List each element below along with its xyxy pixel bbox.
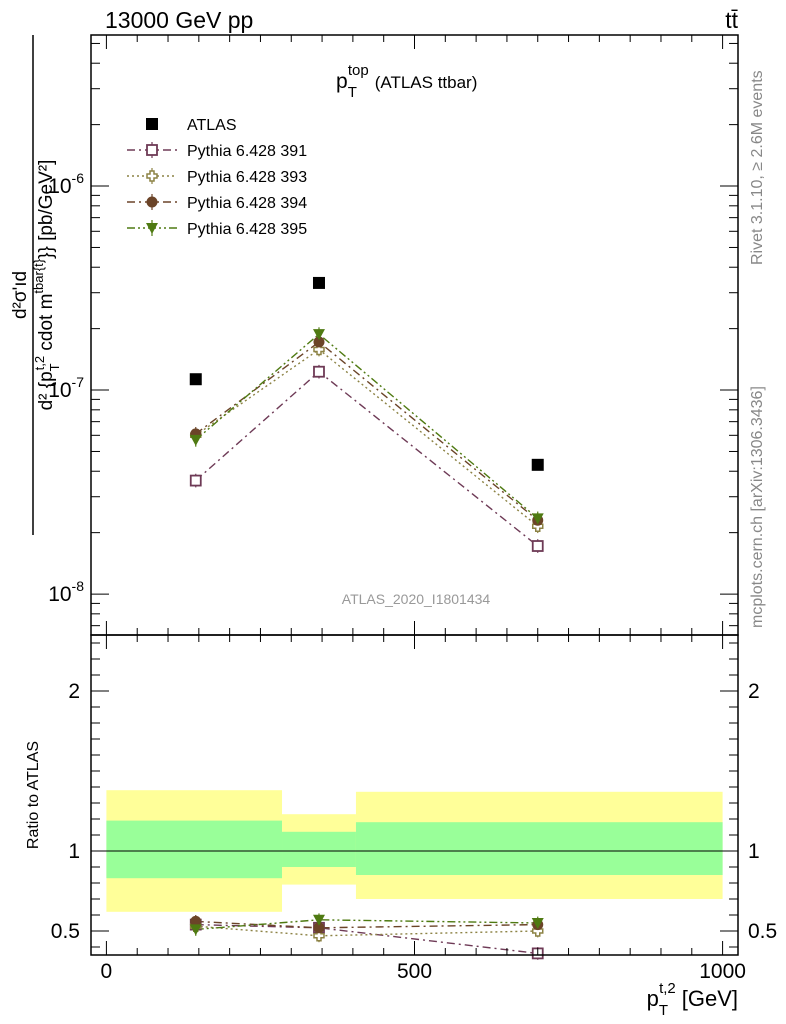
main-axis-ticks [91, 35, 738, 635]
ratio-point-pythia-6-428-395-2 [531, 918, 544, 929]
ratio-point-pythia-6-428-395-1 [312, 914, 325, 926]
main-line-pythia-6-428-395 [195, 333, 539, 519]
x-tick-label: 0 [101, 960, 113, 983]
legend-item-atlas-label: ATLAS [187, 117, 237, 134]
ratio-point-pythia-6-428-393-1 [313, 930, 325, 942]
ratio-line-pythia-6-428-391 [195, 923, 538, 955]
ratio-y-tick-label: 2 [68, 680, 80, 703]
ratio-markers [189, 914, 544, 960]
legend-item-pythia-6-428-395-marker [146, 223, 158, 234]
legend-item-pythia-6-428-395-label: Pythia 6.428 395 [187, 221, 307, 238]
legend-item-pythia-6-428-393: Pythia 6.428 393 [127, 168, 307, 186]
ratio-line-pythia-6-428-395 [195, 919, 538, 931]
main-point-atlas-0 [189, 373, 202, 386]
main-point-pythia-6-428-394-1 [313, 336, 325, 348]
main-title-subscript: T [348, 84, 357, 101]
ratio-y-tick-label: 1 [68, 840, 80, 863]
legend-item-pythia-6-428-394-marker [146, 196, 158, 208]
main-point-pythia-6-428-393-1 [313, 343, 325, 356]
main-y-tick-label: 10-8 [48, 578, 84, 606]
ratio-line-pythia-6-428-394 [195, 920, 538, 929]
legend-item-pythia-6-428-393-marker [146, 170, 158, 182]
main-series-lines [195, 333, 539, 547]
ratio-point-pythia-6-428-395-0 [189, 924, 202, 936]
ratio-line-pythia-6-428-393 [195, 925, 538, 937]
main-point-pythia-6-428-391-0 [189, 474, 202, 487]
ratio-y-tick-label-right: 1 [748, 840, 760, 863]
main-y-tick-labels: 10-6 10-7 10-8 [48, 170, 84, 606]
legend-item-pythia-6-428-391: Pythia 6.428 391 [127, 142, 307, 160]
main-point-atlas-1 [312, 276, 325, 289]
main-line-pythia-6-428-393 [195, 348, 539, 527]
rivet-version-label: Rivet 3.1.10, ≥ 2.6M events [749, 70, 766, 265]
main-y-tick-label: 10-6 [48, 170, 84, 198]
legend-item-pythia-6-428-393-label: Pythia 6.428 393 [187, 169, 307, 186]
ratio-y-tick-label-right: 0.5 [748, 920, 777, 943]
ratio-band-inner-0 [106, 820, 283, 879]
ratio-series-lines [195, 919, 538, 955]
main-error-bars [195, 327, 539, 553]
ratio-y-tick-label: 0.5 [51, 920, 80, 943]
main-title: pTtop (ATLAS ttbar) [336, 62, 477, 101]
legend: ATLAS Pythia 6.428 391 Pythia 6.428 393 Pyt… [127, 117, 307, 238]
main-point-pythia-6-428-391-1 [313, 365, 325, 378]
legend-item-pythia-6-428-391-label: Pythia 6.428 391 [187, 143, 307, 160]
header-energy-label: 13000 GeV pp [105, 7, 253, 33]
x-tick-label: 1000 [699, 960, 746, 983]
main-title-symbol: p [336, 70, 348, 93]
main-y-tick-label: 10-7 [48, 374, 84, 402]
ratio-y-axis-label: Ratio to ATLAS [25, 741, 42, 849]
legend-item-pythia-6-428-394: Pythia 6.428 394 [127, 194, 307, 212]
main-line-pythia-6-428-394 [195, 341, 539, 521]
ratio-y-tick-label-right: 2 [748, 680, 760, 703]
ratio-frame [90, 634, 739, 956]
x-axis-label-superscript: t,2 [659, 980, 676, 997]
legend-item-pythia-6-428-395: Pythia 6.428 395 [127, 220, 307, 238]
x-axis-label: pTt,2 [GeV] [647, 980, 738, 1019]
main-y-axis-label: d²σ'ıd d² {pTt,2 cdot mtbar{t}}} [pb/GeV… [10, 35, 62, 535]
mcplots-label: mcplots.cern.ch [arXiv:1306.3436] [749, 386, 766, 628]
ratio-axis-ticks [91, 635, 738, 955]
legend-item-atlas: ATLAS [146, 117, 237, 134]
ratio-point-pythia-6-428-394-1 [313, 922, 325, 934]
main-markers [189, 276, 544, 552]
main-title-rest: (ATLAS ttbar) [375, 73, 478, 92]
legend-item-pythia-6-428-394-label: Pythia 6.428 394 [187, 195, 307, 212]
main-point-pythia-6-428-395-2 [531, 513, 544, 525]
ratio-band-inner-2 [355, 822, 723, 875]
x-axis-label-subscript: T [659, 1002, 668, 1019]
y-label-numerator: d²σ'ıd [10, 271, 31, 319]
main-point-atlas-2 [531, 458, 544, 471]
ratio-point-pythia-6-428-394-0 [190, 915, 202, 927]
main-point-pythia-6-428-391-2 [531, 540, 544, 552]
main-panel: pTtop (ATLAS ttbar) ATLAS_2020_I1801434 A… [10, 34, 739, 636]
x-tick-label: 500 [397, 960, 432, 983]
x-axis-label-symbol: p [647, 986, 659, 1011]
header-process-label: tt̄ [725, 7, 738, 33]
ratio-tick-labels: 0.5 0.5 1 1 2 2 0 500 1000 [51, 680, 777, 983]
main-point-pythia-6-428-395-1 [312, 329, 325, 341]
legend-item-pythia-6-428-391-marker [146, 144, 158, 156]
analysis-watermark: ATLAS_2020_I1801434 [342, 591, 491, 607]
x-axis-label-unit: [GeV] [682, 986, 738, 1011]
legend-item-atlas-marker [146, 118, 158, 130]
ratio-band-inner-1 [282, 831, 356, 867]
ratio-panel: 0.5 0.5 1 1 2 2 0 500 1000 Ratio to ATLAS pTt,2 [… [25, 634, 777, 1019]
main-point-pythia-6-428-395-0 [189, 434, 202, 446]
main-line-pythia-6-428-391 [195, 370, 539, 547]
main-title-superscript: top [348, 62, 369, 79]
